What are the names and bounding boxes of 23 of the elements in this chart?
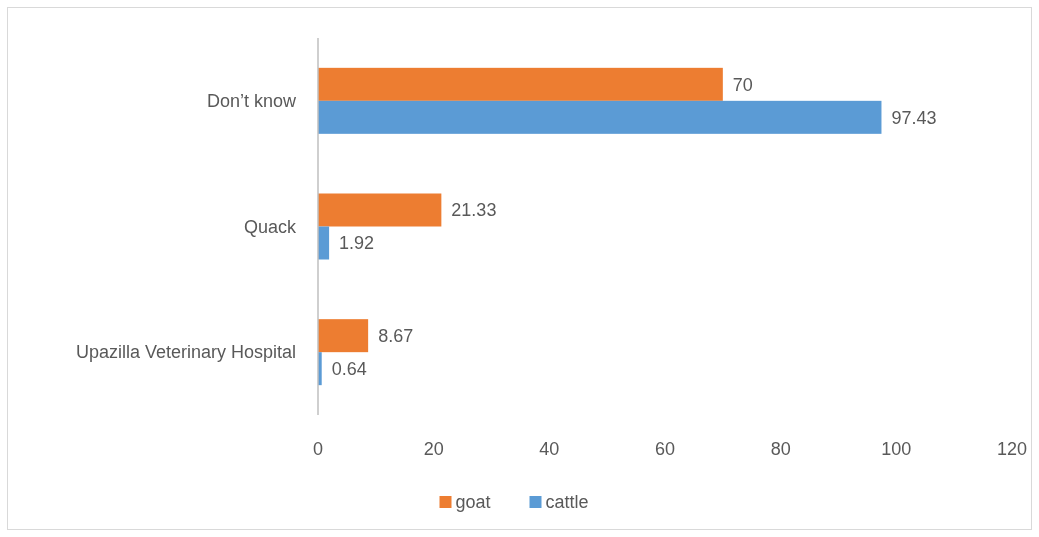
data-label: 97.43 <box>891 107 937 128</box>
data-label: 8.67 <box>378 325 414 346</box>
x-tick-label: 0 <box>312 439 324 460</box>
data-label: 70 <box>732 74 753 95</box>
bar <box>318 100 882 134</box>
y-tick-label: Upazilla Veterinary Hospital <box>75 342 296 363</box>
bar <box>318 193 442 227</box>
x-tick-label: 20 <box>423 439 444 460</box>
legend-label: goat <box>455 492 491 513</box>
x-tick-label: 80 <box>770 439 791 460</box>
data-label: 21.33 <box>451 200 497 221</box>
bar <box>318 67 723 101</box>
x-tick-label: 100 <box>881 439 912 460</box>
legend-label: cattle <box>545 492 589 513</box>
data-label: 0.64 <box>331 358 367 379</box>
y-tick-label: Don’t know <box>206 91 297 112</box>
data-label: 1.92 <box>339 233 375 254</box>
x-tick-label: 120 <box>996 439 1028 460</box>
x-tick-label: 40 <box>539 439 560 460</box>
bar <box>318 226 330 260</box>
bar <box>318 319 369 353</box>
y-tick-label: Quack <box>243 216 297 237</box>
x-tick-label: 60 <box>654 439 676 460</box>
